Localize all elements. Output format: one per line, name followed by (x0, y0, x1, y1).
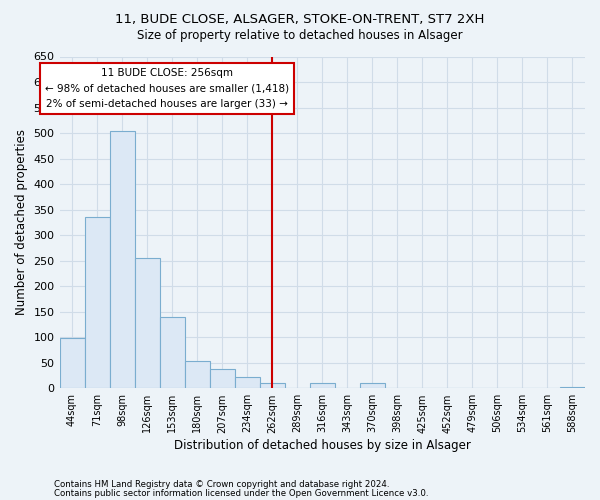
Bar (260, 383, 285, 388)
Text: 11 BUDE CLOSE: 256sqm
← 98% of detached houses are smaller (1,418)
2% of semi-de: 11 BUDE CLOSE: 256sqm ← 98% of detached … (45, 68, 289, 109)
Text: Size of property relative to detached houses in Alsager: Size of property relative to detached ho… (137, 28, 463, 42)
Bar (310, 383, 335, 388)
Text: Contains HM Land Registry data © Crown copyright and database right 2024.: Contains HM Land Registry data © Crown c… (54, 480, 389, 489)
Bar (85, 218, 110, 388)
Text: Contains public sector information licensed under the Open Government Licence v3: Contains public sector information licen… (54, 489, 428, 498)
Bar (59, 338, 85, 388)
Bar (360, 383, 385, 388)
Bar (134, 258, 160, 388)
Text: 11, BUDE CLOSE, ALSAGER, STOKE-ON-TRENT, ST7 2XH: 11, BUDE CLOSE, ALSAGER, STOKE-ON-TRENT,… (115, 12, 485, 26)
Bar (209, 369, 235, 388)
Bar (560, 387, 585, 388)
Bar (110, 130, 134, 388)
X-axis label: Distribution of detached houses by size in Alsager: Distribution of detached houses by size … (174, 440, 471, 452)
Bar (160, 317, 185, 388)
Y-axis label: Number of detached properties: Number of detached properties (15, 130, 28, 316)
Bar (185, 362, 209, 388)
Bar (235, 376, 260, 388)
